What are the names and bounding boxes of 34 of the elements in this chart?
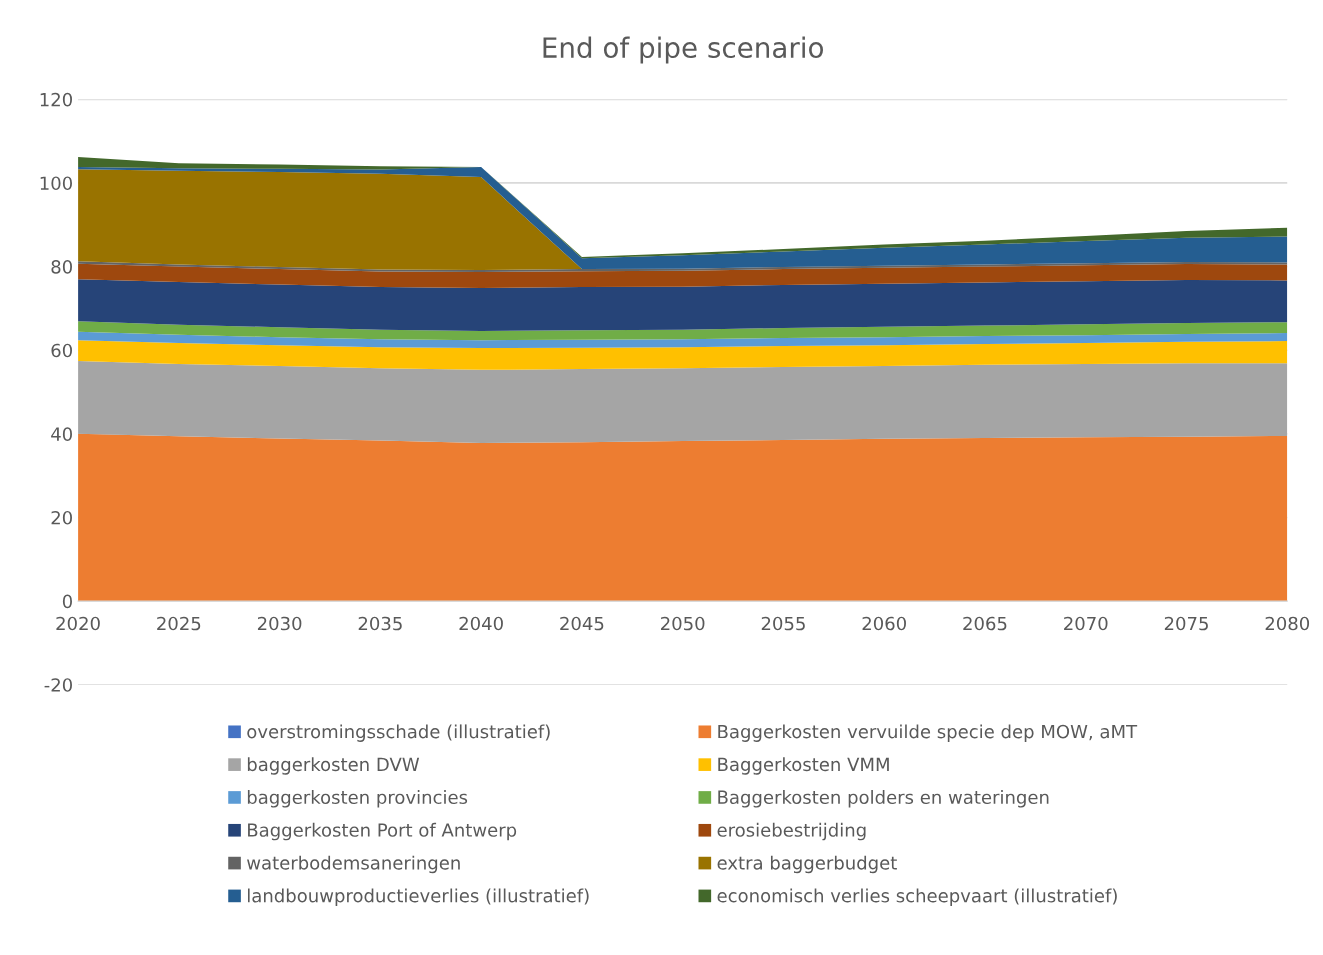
y-tick-label: -20 [44,678,72,692]
x-tick-label: 2020 [56,616,100,631]
chart-title: End of pipe scenario [543,36,824,64]
x-tick-label: 2060 [862,616,906,631]
y-tick-label: 120 [40,92,72,107]
y-tick-label: 40 [51,427,72,441]
y-tick-label: 100 [40,176,72,191]
legend-label: Baggerkosten Port of Antwerp [248,822,517,841]
x-tick-label: 2065 [963,616,1007,631]
legend-label: overstromingsschade (illustratief) [247,724,550,742]
x-tick-label: 2080 [1265,616,1310,631]
legend-label: erosiebestrijding [717,822,866,841]
x-tick-label: 2030 [257,616,302,631]
y-tick-label: 60 [51,343,72,358]
legend-label: waterbodemsaneringen [247,855,460,874]
legend-label: economisch verlies scheepvaart (illustratief) [717,888,1117,906]
x-tick-label: 2075 [1164,616,1208,631]
x-tick-label: 2040 [459,616,503,631]
x-tick-label: 2070 [1064,616,1108,631]
x-tick-label: 2025 [157,616,201,631]
legend-label: Baggerkosten VMM [718,757,889,775]
x-tick-label: 2035 [358,616,402,631]
y-tick-label: 0 [62,594,72,609]
x-tick-label: 2050 [661,616,705,631]
legend-label: Baggerkosten polders en wateringen [718,790,1049,808]
legend-label: landbouwproductieverlies (illustratief) [247,888,589,906]
y-tick-label: 80 [51,260,72,274]
legend-label: Baggerkosten vervuilde specie dep MOW, aMT [718,724,1138,742]
legend-label: baggerkosten provincies [247,790,468,808]
legend-label: baggerkosten DVW [247,757,420,775]
y-tick-label: 20 [51,510,72,525]
x-tick-label: 2055 [761,616,805,631]
legend-label: extra baggerbudget [717,855,897,874]
x-tick-label: 2045 [560,616,604,631]
